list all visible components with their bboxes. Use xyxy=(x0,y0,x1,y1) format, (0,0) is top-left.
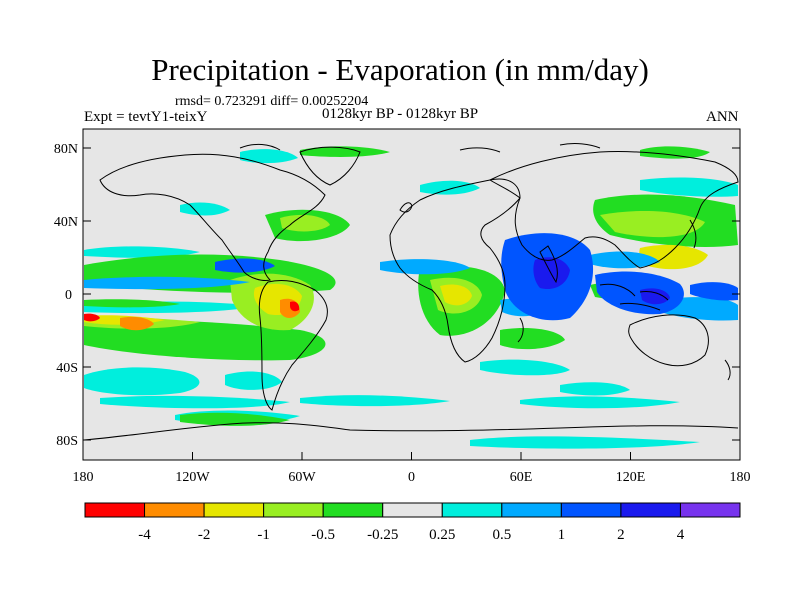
coast-antarctica xyxy=(83,422,739,441)
lat-tick-80n: 80N xyxy=(54,142,78,157)
coast-madagascar xyxy=(517,317,524,343)
colorbar-label: -4 xyxy=(138,527,151,543)
colorbar: -4 -2 -1 -0.5 -0.25 0.25 0.5 1 2 4 xyxy=(84,502,741,543)
map-frame xyxy=(82,128,741,461)
coast-greenland xyxy=(299,146,361,186)
coast-south-america xyxy=(258,279,328,411)
colorbar-label: -0.25 xyxy=(367,527,398,543)
lon-tick-60e: 60E xyxy=(510,470,533,485)
colorbar-label: 2 xyxy=(617,527,625,543)
map-title: Precipitation - Evaporation (in mm/day) xyxy=(151,52,649,87)
red-regions xyxy=(84,301,300,322)
colorbar-label: -1 xyxy=(257,527,270,543)
darkblue-regions xyxy=(533,257,670,305)
colorbar-label: 1 xyxy=(558,527,566,543)
lat-tick-40s: 40S xyxy=(56,361,78,376)
coast-australia xyxy=(628,314,709,367)
x-axis xyxy=(82,452,741,460)
period-label: 0128kyr BP - 0128kyr BP xyxy=(322,106,479,122)
lat-tick-80s: 80S xyxy=(56,434,78,449)
colorbar-swatch xyxy=(144,502,205,518)
coast-uk xyxy=(399,202,413,213)
colorbar-swatch xyxy=(84,502,146,518)
lon-tick-labels: 180 120W 60W 0 60E 120E 180 xyxy=(73,470,751,485)
lat-tick-0: 0 xyxy=(65,288,72,303)
lon-tick-0: 0 xyxy=(408,470,415,485)
colorbar-swatch xyxy=(501,502,562,518)
coast-indonesia xyxy=(599,283,669,311)
stats-text: rmsd= 0.723291 diff= 0.00252204 xyxy=(175,94,369,109)
season-label: ANN xyxy=(706,109,739,125)
colorbar-swatch xyxy=(679,502,741,518)
coast-india xyxy=(539,245,558,284)
blue-regions xyxy=(215,233,738,321)
colorbar-label: 0.25 xyxy=(429,527,455,543)
colorbar-label: -0.5 xyxy=(311,527,335,543)
lon-tick-180e: 180 xyxy=(730,470,751,485)
coast-new-zealand xyxy=(724,359,731,381)
colorbar-swatch xyxy=(560,502,622,518)
y-axis xyxy=(83,147,740,441)
coast-arctic-islands xyxy=(239,143,601,153)
colorbar-swatch xyxy=(620,502,681,518)
lat-tick-40n: 40N xyxy=(54,215,78,230)
colorbar-swatch xyxy=(441,502,503,518)
colorbar-swatch xyxy=(322,502,384,518)
coast-north-america xyxy=(99,153,326,281)
coastlines xyxy=(83,143,739,441)
lat-tick-labels: 80N 40N 0 40S 80S xyxy=(54,142,78,449)
lon-tick-60w: 60W xyxy=(288,470,316,485)
colorbar-label: -2 xyxy=(198,527,211,543)
colorbar-label: 0.5 xyxy=(492,527,511,543)
colorbar-swatch xyxy=(263,502,324,518)
lon-tick-120e: 120E xyxy=(616,470,646,485)
experiment-label: Expt = tevtY1-teixY xyxy=(84,109,208,125)
coast-japan xyxy=(689,219,697,249)
coast-asia xyxy=(488,151,739,269)
lon-tick-120w: 120W xyxy=(175,470,210,485)
colorbar-label: 4 xyxy=(677,527,685,543)
lon-tick-180w: 180 xyxy=(73,470,94,485)
colorbar-swatch xyxy=(382,502,443,518)
colorbar-swatch xyxy=(203,502,265,518)
